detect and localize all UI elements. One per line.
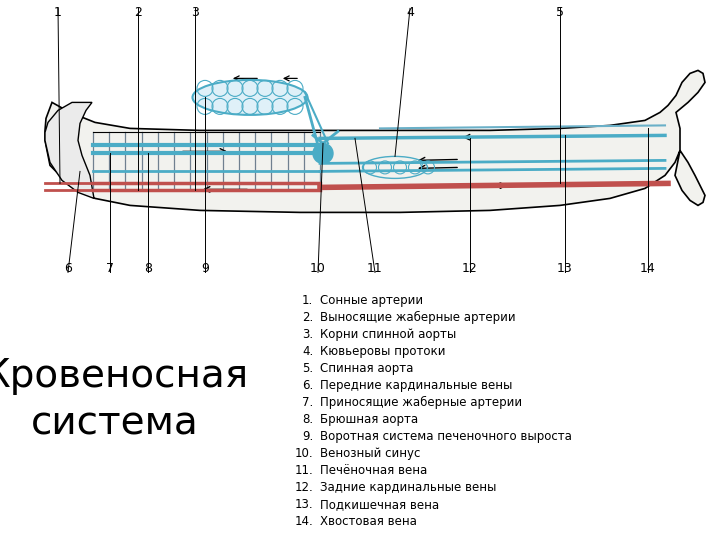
Text: Брюшная аорта: Брюшная аорта (320, 414, 418, 427)
Text: Венозный синус: Венозный синус (320, 447, 420, 461)
Text: 5: 5 (556, 6, 564, 19)
Text: Подкишечная вена: Подкишечная вена (320, 498, 439, 511)
Text: 8.: 8. (302, 414, 313, 427)
Text: 13: 13 (557, 262, 573, 275)
Text: Корни спинной аорты: Корни спинной аорты (320, 328, 456, 341)
Text: Кровеносная
система: Кровеносная система (0, 357, 248, 442)
Text: 7: 7 (106, 262, 114, 275)
Polygon shape (45, 103, 94, 198)
Text: Выносящие жаберные артерии: Выносящие жаберные артерии (320, 311, 516, 325)
Text: 2: 2 (134, 6, 142, 19)
Text: 10.: 10. (294, 447, 313, 461)
Text: 12.: 12. (294, 482, 313, 495)
Text: 4.: 4. (302, 346, 313, 359)
Text: 13.: 13. (294, 498, 313, 511)
Text: 3: 3 (191, 6, 199, 19)
Text: 4: 4 (406, 6, 414, 19)
Text: Спинная аорта: Спинная аорта (320, 362, 414, 375)
Text: Кювьеровы протоки: Кювьеровы протоки (320, 346, 446, 359)
Text: 6: 6 (64, 262, 72, 275)
Text: 6.: 6. (302, 379, 313, 393)
Text: 1.: 1. (302, 294, 313, 307)
Text: 14: 14 (640, 262, 656, 275)
Text: Задние кардинальные вены: Задние кардинальные вены (320, 482, 497, 495)
Text: 7.: 7. (302, 396, 313, 409)
Text: 8: 8 (144, 262, 152, 275)
Text: 12: 12 (462, 262, 478, 275)
Text: Хвостовая вена: Хвостовая вена (320, 515, 418, 529)
Ellipse shape (192, 80, 307, 115)
Polygon shape (45, 70, 705, 212)
Text: 11.: 11. (294, 464, 313, 477)
Text: 1: 1 (54, 6, 62, 19)
Text: Сонные артерии: Сонные артерии (320, 294, 423, 307)
Text: 5.: 5. (302, 362, 313, 375)
Text: Печёночная вена: Печёночная вена (320, 464, 428, 477)
Text: 9: 9 (201, 262, 209, 275)
Text: 3.: 3. (302, 328, 313, 341)
Text: 10: 10 (310, 262, 326, 275)
Text: 11: 11 (367, 262, 383, 275)
Text: 9.: 9. (302, 430, 313, 443)
Ellipse shape (313, 144, 333, 164)
Text: 2.: 2. (302, 311, 313, 325)
Text: 14.: 14. (294, 515, 313, 529)
Text: Воротная система печеночного выроста: Воротная система печеночного выроста (320, 430, 572, 443)
Text: Приносящие жаберные артерии: Приносящие жаберные артерии (320, 396, 523, 409)
Text: Передние кардинальные вены: Передние кардинальные вены (320, 379, 513, 393)
